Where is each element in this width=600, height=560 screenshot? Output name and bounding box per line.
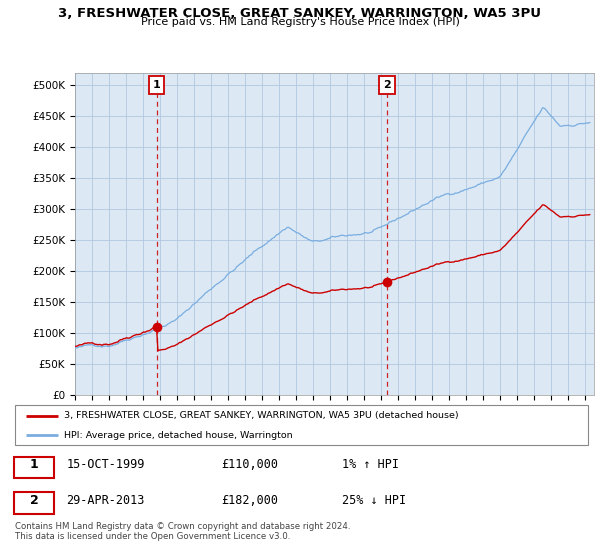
Text: Price paid vs. HM Land Registry's House Price Index (HPI): Price paid vs. HM Land Registry's House … [140,17,460,27]
Text: 15-OCT-1999: 15-OCT-1999 [67,458,145,471]
Text: 2: 2 [29,494,38,507]
Text: 3, FRESHWATER CLOSE, GREAT SANKEY, WARRINGTON, WA5 3PU (detached house): 3, FRESHWATER CLOSE, GREAT SANKEY, WARRI… [64,411,458,420]
FancyBboxPatch shape [14,456,54,478]
Text: £110,000: £110,000 [221,458,278,471]
Text: 2: 2 [383,80,391,90]
Text: 1: 1 [29,458,38,471]
Text: 1% ↑ HPI: 1% ↑ HPI [341,458,398,471]
Text: £182,000: £182,000 [221,494,278,507]
Text: 3, FRESHWATER CLOSE, GREAT SANKEY, WARRINGTON, WA5 3PU: 3, FRESHWATER CLOSE, GREAT SANKEY, WARRI… [59,7,542,20]
Text: Contains HM Land Registry data © Crown copyright and database right 2024.
This d: Contains HM Land Registry data © Crown c… [15,522,350,542]
Text: 29-APR-2013: 29-APR-2013 [67,494,145,507]
FancyBboxPatch shape [14,492,54,514]
Text: HPI: Average price, detached house, Warrington: HPI: Average price, detached house, Warr… [64,431,292,440]
Text: 25% ↓ HPI: 25% ↓ HPI [341,494,406,507]
Text: 1: 1 [152,80,160,90]
